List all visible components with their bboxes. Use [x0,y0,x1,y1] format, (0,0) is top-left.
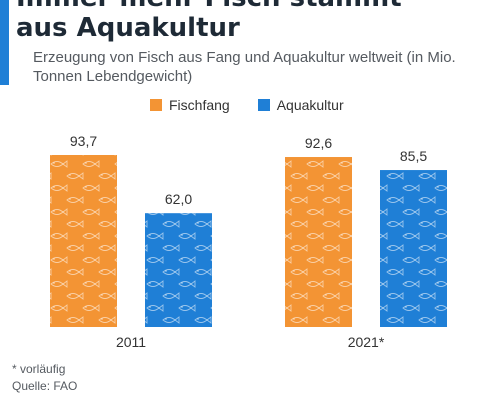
value-label-aquakultur-2021: 85,5 [400,148,427,164]
legend-label-aquakultur: Aquakultur [276,97,344,113]
legend-item-aquakultur: Aquakultur [257,97,344,113]
chart-title-line-1: Immer mehr Fisch stammt [16,0,402,12]
chart-subtitle: Erzeugung von Fisch aus Fang und Aquakul… [33,49,456,85]
chart-title-line-2: aus Aquakultur [16,13,240,43]
value-label-fischfang-2011: 93,7 [70,133,97,149]
x-tick-label-2011: 2011 [116,334,146,350]
legend-swatch-aquakultur [257,99,270,111]
bar-pattern-aquakultur-2011 [145,213,212,327]
bar-pattern-aquakultur-2021 [380,170,447,327]
value-label-aquakultur-2011: 62,0 [165,191,192,207]
legend-swatch-fischfang [150,99,162,111]
value-label-fischfang-2021: 92,6 [305,135,332,151]
legend-label-fischfang: Fischfang [169,97,230,113]
x-tick-label-2021: 2021* [348,334,385,350]
legend-item-fischfang: Fischfang [150,97,230,113]
footnote-preliminary: * vorläufig [12,362,66,376]
accent-bar [0,0,9,85]
source-note: Quelle: FAO [12,379,78,393]
legend: Fischfang Aquakultur [150,97,372,113]
bar-pattern-fischfang-2011 [50,155,117,327]
bar-pattern-fischfang-2021 [285,157,352,327]
